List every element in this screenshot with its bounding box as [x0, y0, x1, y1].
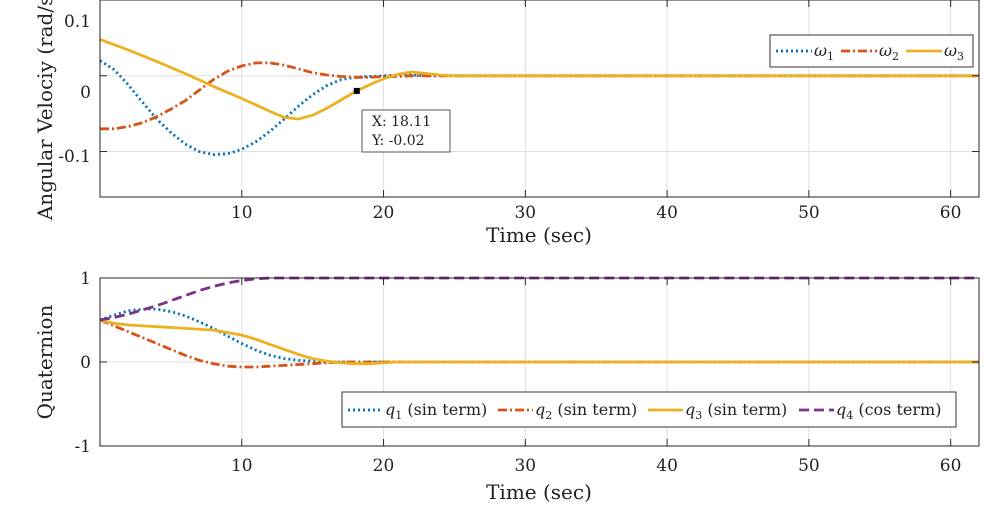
y-tick-label: 0: [80, 83, 91, 103]
x-axis-title: Time (sec): [486, 223, 592, 247]
tick-layer: [100, 277, 979, 447]
x-tick-label: 40: [656, 203, 678, 223]
x-tick-labels: 10 20 30 40 50 60: [231, 203, 961, 223]
legend: ω1 ω2 ω3: [769, 34, 974, 68]
series-line-ω3: [99, 38, 979, 121]
tick-layer: [100, 0, 979, 197]
quaternion-panel: 1 0 -1 10 20 30 40 50 60 Time (sec) Quat…: [33, 269, 980, 504]
x-tick-label: 20: [373, 203, 395, 223]
x-tick-label: 20: [373, 456, 395, 476]
axes-frame: [99, 0, 980, 198]
y-tick-label: 0.1: [64, 12, 91, 32]
data-tip[interactable]: X: 18.11 Y: -0.02: [353, 87, 451, 153]
x-axis-title: Time (sec): [486, 480, 592, 504]
x-tick-label: 50: [798, 456, 820, 476]
x-tick-labels: 10 20 30 40 50 60: [231, 456, 961, 476]
data-tip-box: [361, 109, 451, 153]
legend-label-q3: q3 (sin term): [685, 400, 787, 422]
series-line-q3: [99, 318, 979, 366]
x-tick-label: 60: [940, 203, 962, 223]
x-tick-label: 60: [940, 456, 962, 476]
x-tick-label: 50: [798, 203, 820, 223]
data-tip-marker[interactable]: [353, 87, 360, 94]
legend-label-omega-1: ω1: [814, 41, 834, 63]
series-line-ω2: [100, 61, 979, 131]
x-tick-label: 30: [514, 456, 536, 476]
legend-label-q1: q1 (sin term): [385, 400, 487, 422]
legend: q1 (sin term) q2 (sin term) q3 (sin term…: [341, 391, 957, 428]
series-line-ω1: [99, 59, 979, 157]
y-tick-label: 0: [80, 353, 91, 373]
y-tick-labels: 0.1 0 -0.1: [58, 12, 91, 167]
angular-velocity-panel: 0.1 0 -0.1 10 20 30 40 50 60 Time (sec) …: [33, 0, 980, 247]
y-axis-title: Angular Velociy (rad/s): [33, 0, 57, 221]
x-tick-label: 10: [231, 456, 253, 476]
x-tick-label: 40: [656, 456, 678, 476]
x-tick-label: 10: [231, 203, 253, 223]
legend-label-q4: q4 (cos term): [836, 400, 941, 422]
y-tick-label: 1: [80, 269, 91, 289]
legend-label-omega-2: ω2: [879, 41, 899, 63]
y-axis-title: Quaternion: [33, 304, 57, 419]
data-tip-x-text: X: 18.11: [372, 114, 431, 130]
y-tick-label: -1: [74, 437, 91, 457]
series-layer: [99, 38, 979, 157]
legend-label-q2: q2 (sin term): [535, 400, 637, 422]
y-tick-labels: 1 0 -1: [74, 269, 91, 457]
x-tick-label: 30: [514, 203, 536, 223]
y-tick-label: -0.1: [58, 147, 91, 167]
data-tip-y-text: Y: -0.02: [371, 133, 425, 149]
plot-area: [100, 0, 979, 197]
legend-label-omega-3: ω3: [944, 41, 964, 63]
